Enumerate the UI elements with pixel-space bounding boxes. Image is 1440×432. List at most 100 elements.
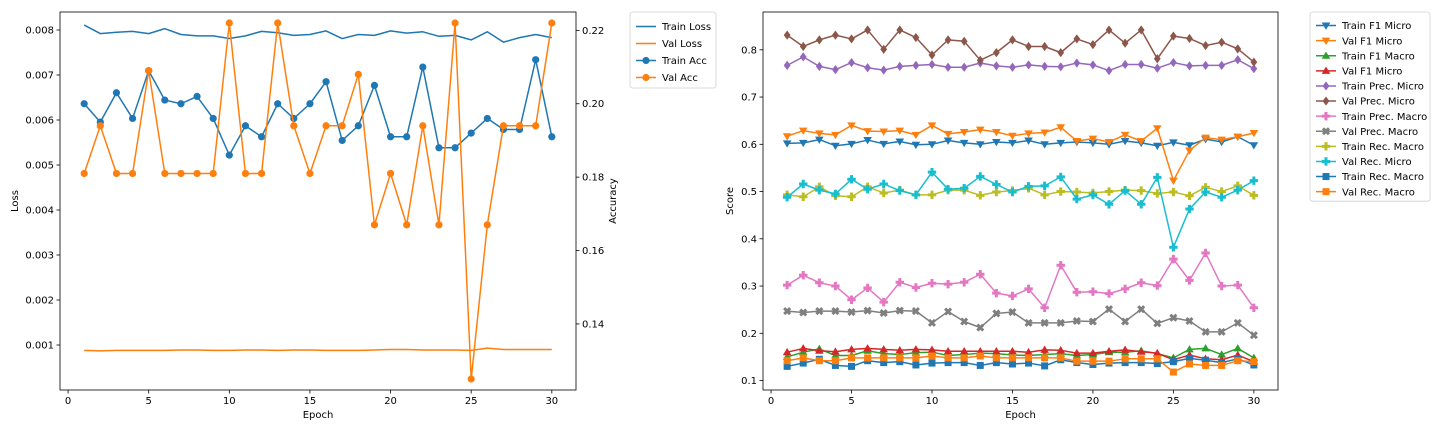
score-chart-point-val-prec-micro-5-27 [1218,37,1226,47]
score-chart-point-val-f1-micro-1-26 [1201,134,1210,142]
score-chart-point-val-prec-macro-7-27 [1217,327,1226,336]
score-chart-point-train-rec-macro-10-10 [944,359,952,367]
score-chart-point-train-f1-micro-0-4 [847,140,856,149]
score-chart-point-val-rec-micro-9-15 [1024,182,1033,191]
score-chart-point-val-rec-macro-11-7 [896,354,904,362]
loss-chart-xtick-label-5: 25 [465,396,478,407]
score-chart-point-val-prec-macro-7-21 [1121,317,1130,326]
loss-chart-legend-item-2: Train Acc [636,56,707,67]
score-chart-point-train-rec-macro-10-26 [1202,356,1210,364]
score-chart-point-val-rec-macro-11-21 [1121,355,1129,363]
loss-chart-legend-item-3: Val Acc [636,73,698,84]
score-chart-series-train-prec-macro-6 [782,248,1259,312]
score-chart-point-val-f1-micro-1-15 [1024,130,1033,138]
score-chart-point-val-f1-micro-3-18 [1072,348,1082,357]
score-chart-point-val-f1-micro-3-1 [798,344,808,352]
score-chart-point-val-rec-macro-11-23 [1153,355,1161,363]
loss-chart-legend-marker-2 [642,56,650,65]
score-chart-line-train-prec-macro-6 [786,252,1255,309]
score-chart-point-val-f1-micro-1-3 [831,131,840,140]
score-chart-series-val-prec-micro-5 [783,25,1258,67]
score-chart-point-train-rec-macro-8-16 [1040,190,1049,200]
score-chart-legend-marker-11 [1322,188,1330,196]
score-chart-point-train-prec-micro-4-4 [848,57,855,68]
score-chart-legend-label-5: Val Prec. Micro [1342,97,1415,108]
score-chart-series-val-rec-macro-11 [783,352,1258,376]
score-chart-line-val-rec-micro-9 [786,171,1255,249]
score-chart-point-val-rec-micro-9-24 [1169,243,1178,252]
loss-chart-point-train-acc-2-21 [419,63,427,71]
score-chart-point-val-prec-macro-7-26 [1201,327,1210,336]
score-chart-point-val-rec-micro-9-16 [1040,181,1049,191]
score-chart-legend-item-10: Train Rec. Macro [1316,172,1424,183]
score-chart-legend-label-10: Train Rec. Macro [1341,172,1424,183]
loss-chart-point-train-acc-2-23 [451,144,459,152]
score-chart-frame [762,11,1279,391]
score-chart-point-train-rec-macro-8-18 [1072,187,1082,197]
score-chart-point-train-rec-macro-8-13 [992,187,1001,197]
score-chart-legend-item-5: Val Prec. Micro [1316,96,1415,108]
score-chart-point-train-prec-macro-6-14 [1008,291,1017,301]
loss-chart-point-val-acc-3-18 [370,221,379,229]
loss-chart-point-val-acc-3-28 [532,122,540,130]
score-chart-line-train-prec-micro-4 [786,56,1255,72]
score-chart-point-train-rec-macro-10-23 [1153,360,1161,368]
loss-chart-frame [59,11,577,391]
loss-chart-point-val-acc-3-19 [386,169,395,178]
score-chart-series-val-f1-micro-1 [782,122,1259,185]
score-chart-point-train-prec-macro-6-22 [1137,278,1146,287]
score-chart-point-val-rec-micro-9-5 [863,184,872,194]
score-chart-point-val-prec-micro-5-22 [1137,25,1145,35]
score-chart-point-val-prec-macro-7-18 [1072,316,1081,326]
loss-chart-y2tick-label-3: 0.20 [582,99,604,110]
score-chart-ytick-label-6: 0.7 [741,93,757,104]
score-chart-point-val-prec-micro-5-5 [864,25,872,35]
loss-chart-legend-frame [629,11,717,89]
score-chart-series-train-rec-macro-8 [782,181,1259,201]
score-chart-point-val-f1-micro-3-22 [1136,347,1146,355]
score-chart-point-train-rec-macro-8-25 [1185,191,1194,201]
score-chart-point-val-rec-micro-9-22 [1137,200,1146,209]
score-chart-point-val-prec-macro-7-17 [1056,318,1065,327]
score-chart-point-val-rec-micro-9-19 [1088,190,1098,200]
score-chart-series-val-rec-micro-9 [782,167,1259,252]
score-chart-point-val-prec-macro-7-28 [1233,318,1242,327]
score-chart-point-val-prec-micro-5-20 [1105,25,1113,35]
score-chart-point-train-f1-micro-0-5 [863,137,872,145]
score-chart-legend-item-0: Train F1 Micro [1316,21,1411,32]
score-chart-point-val-prec-macro-7-12 [976,323,985,332]
score-chart-point-train-f1-micro-0-25 [1185,142,1194,150]
score-chart-point-train-prec-macro-6-28 [1233,280,1242,290]
score-chart-point-train-rec-macro-8-17 [1056,187,1065,196]
score-chart-point-train-prec-macro-6-5 [863,283,872,293]
loss-chart-point-val-acc-3-29 [548,19,556,27]
score-chart-point-val-prec-micro-5-24 [1169,31,1177,41]
loss-chart-ytick-label-2: 0.003 [25,251,54,262]
score-chart-point-val-f1-micro-1-8 [911,131,921,140]
score-chart-point-val-rec-macro-11-4 [848,354,856,362]
score-chart-point-val-prec-macro-7-7 [895,306,904,315]
score-chart-point-train-prec-macro-6-26 [1201,248,1210,258]
loss-chart-point-val-acc-3-22 [435,221,443,229]
score-chart-point-val-rec-macro-11-28 [1234,357,1242,365]
score-chart-point-train-prec-macro-6-7 [895,278,904,287]
score-chart-point-val-prec-micro-5-11 [960,36,968,46]
loss-chart-point-val-acc-3-21 [419,122,427,130]
score-chart-ytick-label-1: 0.2 [741,329,757,340]
score-chart-legend-item-11: Val Rec. Macro [1316,187,1415,198]
score-chart-point-train-prec-micro-4-25 [1186,61,1193,71]
score-chart-legend-label-0: Train F1 Micro [1341,21,1411,32]
score-chart-point-val-rec-micro-9-1 [799,179,808,189]
loss-chart-series-val-acc-3 [80,19,556,383]
loss-chart-point-val-acc-3-7 [193,169,201,178]
score-chart-point-val-prec-micro-5-2 [815,35,823,45]
score-chart-point-val-prec-micro-5-1 [799,41,807,52]
score-chart-point-val-rec-macro-11-20 [1105,357,1113,365]
score-chart-point-val-rec-macro-11-8 [912,354,920,362]
score-chart-point-val-rec-macro-11-25 [1185,360,1193,368]
loss-chart-point-val-acc-3-24 [467,375,475,383]
score-chart-point-train-f1-micro-0-23 [1152,142,1162,151]
score-chart-point-train-prec-macro-6-6 [879,297,888,307]
score-chart-point-train-prec-micro-4-20 [1105,65,1113,76]
loss-chart-xtick-label-6: 30 [545,396,558,407]
